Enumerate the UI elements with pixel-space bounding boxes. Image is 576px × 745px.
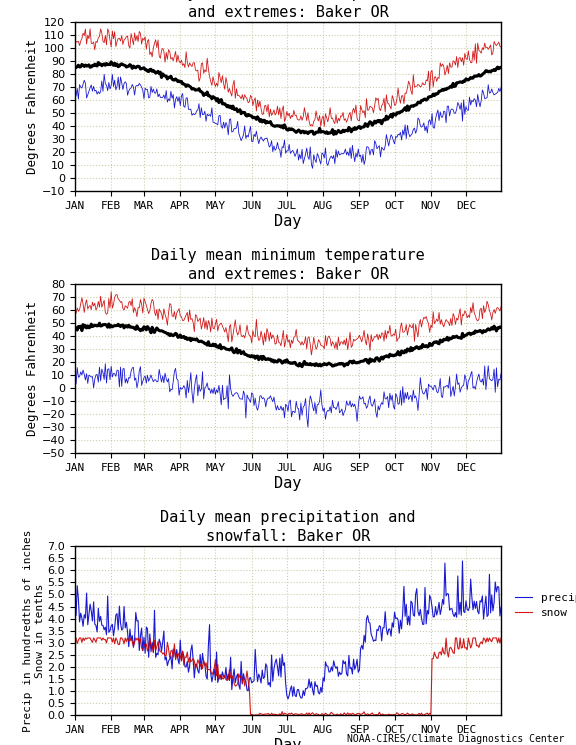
X-axis label: Day: Day <box>274 214 302 229</box>
X-axis label: Day: Day <box>274 738 302 745</box>
Text: NOAA-CIRES/Climate Diagnostics Center: NOAA-CIRES/Climate Diagnostics Center <box>347 734 564 744</box>
X-axis label: Day: Day <box>274 476 302 491</box>
Y-axis label: Degrees Fahrenheit: Degrees Fahrenheit <box>26 39 39 174</box>
Title: Daily mean precipitation and
snowfall: Baker OR: Daily mean precipitation and snowfall: B… <box>160 510 416 544</box>
Title: Daily mean minimum temperature
and extremes: Baker OR: Daily mean minimum temperature and extre… <box>151 248 425 282</box>
Y-axis label: Precip in hundredths of inches
Snow in tenths: Precip in hundredths of inches Snow in t… <box>23 530 44 732</box>
Title: Daily mean maximum temperature
and extremes: Baker OR: Daily mean maximum temperature and extre… <box>151 0 425 20</box>
Legend: precip, snow: precip, snow <box>511 588 576 623</box>
Y-axis label: Degrees Fahrenheit: Degrees Fahrenheit <box>26 301 39 437</box>
